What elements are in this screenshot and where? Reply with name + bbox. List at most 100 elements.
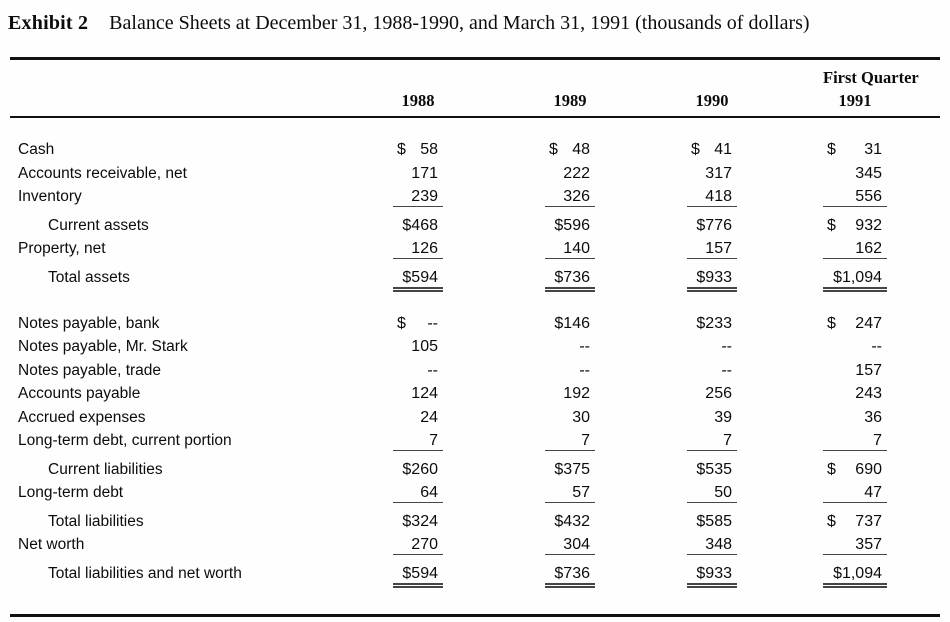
table-row: Cash $58 $48 $41 $31 (10, 138, 897, 162)
value-cell: 47 (747, 481, 897, 505)
row-label: Total liabilities and net worth (48, 564, 242, 582)
value-cell: -- (453, 359, 605, 383)
cell-box: 326 (545, 187, 595, 207)
cell-value: 222 (563, 164, 590, 182)
cell-value: 64 (420, 484, 438, 501)
dollar-sign: $ (397, 141, 406, 158)
cell-value: 556 (855, 188, 882, 205)
cell-value: 24 (420, 408, 438, 426)
header-rule (10, 116, 940, 118)
cell-box: -- (545, 337, 595, 356)
value-cell: $1,094 (747, 261, 897, 292)
cell-box: 162 (823, 239, 887, 259)
value-cell: $48 (453, 138, 605, 162)
value-cell: 64 (370, 481, 453, 505)
value-cell: $324 (370, 505, 453, 534)
row-label: Notes payable, trade (18, 361, 162, 379)
cell-box: 7 (823, 431, 887, 451)
cell-box: $468 (393, 216, 443, 235)
top-rule (10, 57, 940, 60)
value-cell: $776 (605, 209, 747, 238)
cell-box: $41 (687, 140, 737, 159)
cell-value: 418 (705, 188, 732, 205)
value-cell: 157 (747, 359, 897, 383)
cell-value: $324 (402, 512, 438, 530)
year-header-cell: 1991 (747, 89, 897, 112)
value-cell: 7 (605, 429, 747, 453)
cell-box: -- (823, 337, 887, 356)
cell-box: $260 (393, 460, 443, 479)
value-cell: 36 (747, 406, 897, 430)
col-header-first-quarter: First Quarter (823, 68, 919, 87)
table-row: Current assets $468 $596 $776 $932 (10, 209, 897, 238)
row-label: Net worth (18, 536, 85, 553)
exhibit-description: Balance Sheets at December 31, 1988-1990… (109, 12, 810, 34)
cell-box: -- (687, 361, 737, 380)
exhibit-title: Exhibit 2 Balance Sheets at December 31, … (0, 0, 950, 37)
cell-value: $933 (696, 268, 732, 286)
value-cell: $933 (605, 557, 747, 588)
exhibit-label: Exhibit 2 (8, 12, 89, 34)
cell-box: $690 (823, 460, 887, 479)
dollar-sign: $ (827, 314, 836, 332)
cell-value: $933 (696, 564, 732, 582)
dollar-sign: $ (691, 141, 700, 158)
cell-box: 357 (823, 535, 887, 555)
cell-box: 7 (393, 431, 443, 451)
cell-value: $432 (554, 512, 590, 530)
cell-box: 126 (393, 239, 443, 259)
value-cell: 192 (453, 382, 605, 406)
value-cell: $468 (370, 209, 453, 238)
table-row: Notes payable, Mr. Stark 105 -- -- -- (10, 335, 897, 359)
cell-value: 47 (864, 484, 882, 501)
cell-box: 192 (545, 384, 595, 403)
row-label: Total assets (48, 268, 130, 286)
value-cell: $1,094 (747, 557, 897, 588)
cell-box: $933 (687, 268, 737, 292)
cell-box: -- (393, 361, 443, 380)
col-header-1988: 1988 (401, 91, 435, 110)
table-row: Accounts receivable, net 171 222 317 345 (10, 162, 897, 186)
value-cell: $594 (370, 557, 453, 588)
value-cell: $146 (453, 312, 605, 336)
cell-box: 157 (823, 361, 887, 380)
cell-box: 57 (545, 483, 595, 503)
cell-value: 58 (420, 141, 438, 158)
value-cell: $375 (453, 453, 605, 482)
value-cell: 124 (370, 382, 453, 406)
value-cell: $535 (605, 453, 747, 482)
cell-value: 140 (563, 240, 590, 257)
cell-box: 39 (687, 408, 737, 427)
row-label: Accounts receivable, net (18, 164, 187, 182)
cell-box: 64 (393, 483, 443, 503)
value-cell: $233 (605, 312, 747, 336)
row-label: Current assets (48, 216, 149, 234)
cell-box: $596 (545, 216, 595, 235)
cell-value: -- (427, 361, 438, 379)
row-label: Notes payable, bank (18, 314, 160, 332)
dollar-sign: $ (827, 460, 836, 478)
cell-box: 36 (823, 408, 887, 427)
cell-value: $1,094 (833, 268, 882, 286)
balance-table-body: Cash $58 $48 $41 $31 Accounts receivable, net… (10, 138, 897, 588)
value-cell: $31 (747, 138, 897, 162)
cell-box: 24 (393, 408, 443, 427)
cell-value: 243 (855, 385, 882, 402)
cell-value: $736 (554, 268, 590, 286)
cell-value: 239 (411, 188, 438, 205)
cell-value: 932 (855, 216, 882, 234)
cell-value: $260 (402, 460, 438, 478)
cell-value: $468 (402, 216, 438, 234)
cell-value: -- (721, 361, 732, 379)
header-spacer-cell (10, 89, 370, 112)
value-cell: 418 (605, 185, 747, 209)
cell-box: $776 (687, 216, 737, 235)
cell-value: $594 (402, 268, 438, 286)
cell-value: 41 (714, 141, 732, 158)
cell-box: 556 (823, 187, 887, 207)
cell-value: 737 (855, 512, 882, 530)
value-cell: 345 (747, 162, 897, 186)
cell-box: 7 (545, 431, 595, 451)
cell-box: $375 (545, 460, 595, 479)
